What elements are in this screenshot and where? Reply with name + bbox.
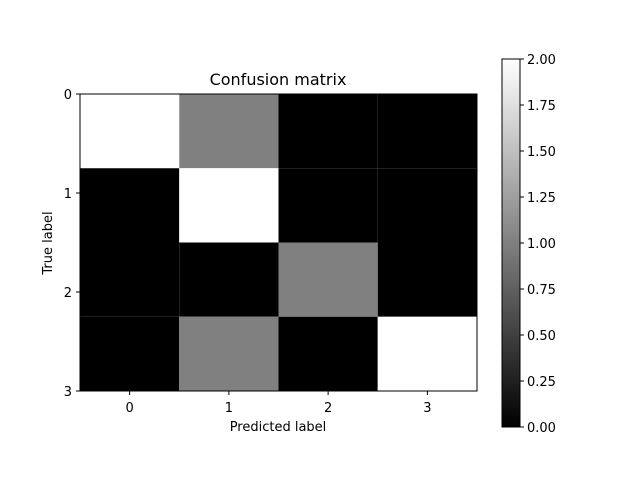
colorbar-tick-label: 2.00 — [527, 53, 556, 68]
heatmap-cell-1-3 — [377, 168, 477, 243]
y-axis: 0 1 2 3 — [64, 88, 80, 400]
heatmap-cells — [80, 94, 477, 391]
y-tick-label: 0 — [64, 88, 72, 103]
chart-title: Confusion matrix — [210, 70, 347, 89]
colorbar-tick-label: 0.25 — [527, 375, 556, 390]
y-axis-label: True label — [41, 211, 56, 275]
colorbar-tick-label: 0.50 — [527, 329, 556, 344]
heatmap-cell-1-0 — [80, 168, 180, 243]
colorbar-ticks: 0.00 0.25 0.50 0.75 1.00 1.25 1.50 1.75 2.00 — [520, 53, 556, 436]
x-tick-label: 1 — [225, 401, 233, 416]
colorbar-tick-label: 1.50 — [527, 145, 556, 160]
heatmap-cell-3-0 — [80, 316, 180, 391]
colorbar-tick-label: 0.75 — [527, 283, 556, 298]
x-axis: 0 1 2 3 — [125, 391, 432, 416]
heatmap-cell-3-2 — [278, 316, 378, 391]
colorbar — [501, 58, 521, 428]
heatmap-cell-2-1 — [179, 242, 279, 317]
x-axis-label: Predicted label — [230, 420, 327, 435]
y-tick-label: 3 — [64, 385, 72, 400]
heatmap-cell-0-0 — [80, 94, 180, 169]
heatmap-cell-0-1 — [179, 94, 279, 169]
x-tick-label: 2 — [324, 401, 332, 416]
y-tick-label: 1 — [64, 187, 72, 202]
heatmap-cell-1-1 — [179, 168, 279, 243]
heatmap-cell-1-2 — [278, 168, 378, 243]
colorbar-tick-label: 0.00 — [527, 421, 556, 436]
x-tick-label: 0 — [125, 401, 133, 416]
heatmap-cell-2-3 — [377, 242, 477, 317]
heatmap-cell-2-0 — [80, 242, 180, 317]
x-tick-label: 3 — [423, 401, 431, 416]
heatmap-frame — [79, 93, 478, 392]
colorbar-tick-label: 1.25 — [527, 191, 556, 206]
y-tick-label: 2 — [64, 286, 72, 301]
colorbar-tick-label: 1.75 — [527, 99, 556, 114]
heatmap-cell-2-2 — [278, 242, 378, 317]
heatmap-cell-0-2 — [278, 94, 378, 169]
heatmap-cell-3-1 — [179, 316, 279, 391]
heatmap-cell-0-3 — [377, 94, 477, 169]
colorbar-tick-label: 1.00 — [527, 237, 556, 252]
heatmap-cell-3-3 — [377, 316, 477, 391]
